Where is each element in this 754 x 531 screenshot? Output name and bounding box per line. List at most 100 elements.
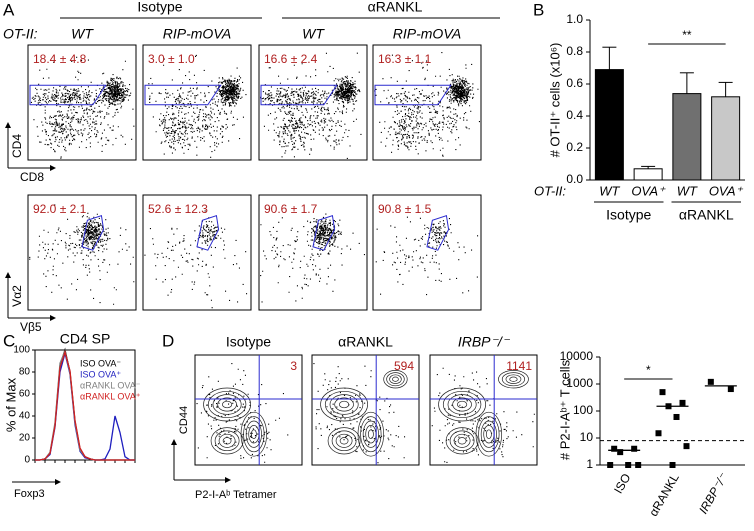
contour	[324, 390, 364, 419]
gate-value: 1141	[506, 359, 532, 373]
bar	[672, 93, 702, 181]
point	[625, 462, 632, 468]
contour	[339, 437, 349, 445]
contour	[250, 429, 257, 439]
gate-value: 92.0 ± 2.1	[33, 202, 87, 216]
contour	[386, 372, 405, 387]
y-axis-label: % of Max	[3, 377, 18, 432]
contour	[320, 387, 368, 422]
bar	[594, 69, 624, 181]
contour	[334, 397, 354, 412]
contour	[222, 400, 233, 409]
y-tick-label: 0.4	[566, 108, 583, 122]
category-prefix: OT-II:	[534, 183, 566, 198]
contour	[478, 416, 500, 453]
gate-value: 16.3 ± 1.1	[378, 52, 432, 66]
gate-value: 18.4 ± 4.8	[33, 52, 87, 66]
x-axis-label: CD8	[20, 170, 44, 184]
contour	[362, 420, 379, 448]
flow-plot-frame	[194, 354, 303, 466]
contour	[453, 433, 471, 448]
contour	[217, 397, 237, 412]
dot-cloud	[196, 363, 289, 463]
contour	[447, 394, 477, 415]
panel-label: B	[533, 0, 544, 19]
contour	[329, 394, 359, 415]
flow-plot-frame	[258, 194, 368, 311]
flow-plot-frame	[27, 44, 137, 161]
legend-entry: ISO OVA⁺	[80, 369, 121, 379]
contour	[449, 430, 475, 452]
chart-title: CD4 SP	[60, 331, 111, 347]
contour	[365, 425, 377, 444]
y-tick-label: 40	[19, 411, 31, 422]
flow-plot-frame	[142, 44, 252, 161]
point	[655, 430, 662, 437]
point	[607, 462, 614, 468]
gate	[260, 84, 338, 106]
contour	[360, 416, 382, 453]
contour	[509, 376, 518, 382]
y-tick-label: 100	[13, 345, 30, 356]
dot-cloud	[144, 210, 248, 309]
gate	[29, 84, 107, 106]
contour	[485, 429, 492, 439]
x-tick-label: WT	[599, 183, 620, 198]
significance: *	[646, 363, 651, 377]
y-tick-label: 0.0	[566, 172, 583, 186]
x-tick-label: OVA⁺	[709, 183, 744, 198]
point	[617, 449, 624, 456]
bar	[633, 168, 663, 181]
contour	[498, 370, 529, 389]
gate-value: 594	[394, 359, 414, 373]
column-label: WT	[71, 26, 94, 42]
contour	[207, 390, 247, 419]
contour	[457, 437, 467, 445]
point	[669, 462, 676, 468]
flow-plot-frame	[142, 194, 252, 311]
contour	[222, 437, 232, 445]
y-tick-label: 0.8	[566, 44, 583, 58]
y-axis-label: CD44	[178, 406, 190, 434]
point	[635, 462, 642, 468]
y-tick-label: 80	[19, 367, 31, 378]
dot-cloud	[29, 204, 135, 305]
contour	[327, 427, 361, 455]
contour	[214, 430, 240, 452]
group-label: Isotype	[137, 0, 182, 15]
point	[683, 443, 690, 450]
x-tick-label: OVA⁺	[631, 183, 666, 198]
contour	[445, 427, 479, 455]
contour	[452, 397, 472, 412]
x-axis-label: Foxp3	[14, 488, 45, 500]
contour	[203, 387, 251, 422]
row-label: OT-II:	[3, 26, 38, 42]
y-axis-label: # OT-II⁺ cells (x10⁶)	[547, 43, 562, 158]
gate	[312, 215, 336, 251]
plot-title: IRBP⁻/⁻	[458, 334, 511, 350]
flow-plot-frame	[372, 44, 482, 161]
y-tick-label: 10	[580, 430, 594, 444]
contour	[505, 374, 522, 384]
gate	[374, 84, 452, 106]
contour	[480, 420, 497, 448]
contour	[367, 429, 374, 439]
contour	[243, 416, 265, 453]
legend-entry: αRANKL OVA⁻	[80, 380, 141, 390]
contour	[335, 433, 353, 448]
column-label: WT	[302, 26, 325, 42]
column-label: RIP-mOVA	[393, 26, 461, 42]
y-tick-label: 0.6	[566, 76, 583, 90]
point	[673, 413, 680, 420]
x-axis-label: Vβ5	[20, 320, 42, 334]
contour	[389, 374, 402, 384]
plot-title: αRANKL	[338, 334, 393, 350]
dot-cloud	[374, 52, 480, 157]
y-tick-label: 20	[19, 433, 31, 444]
group-label: αRANKL	[679, 207, 734, 223]
gate-value: 3.0 ± 1.0	[148, 52, 195, 66]
contour	[383, 370, 408, 389]
y-tick-label: 100	[573, 403, 593, 417]
